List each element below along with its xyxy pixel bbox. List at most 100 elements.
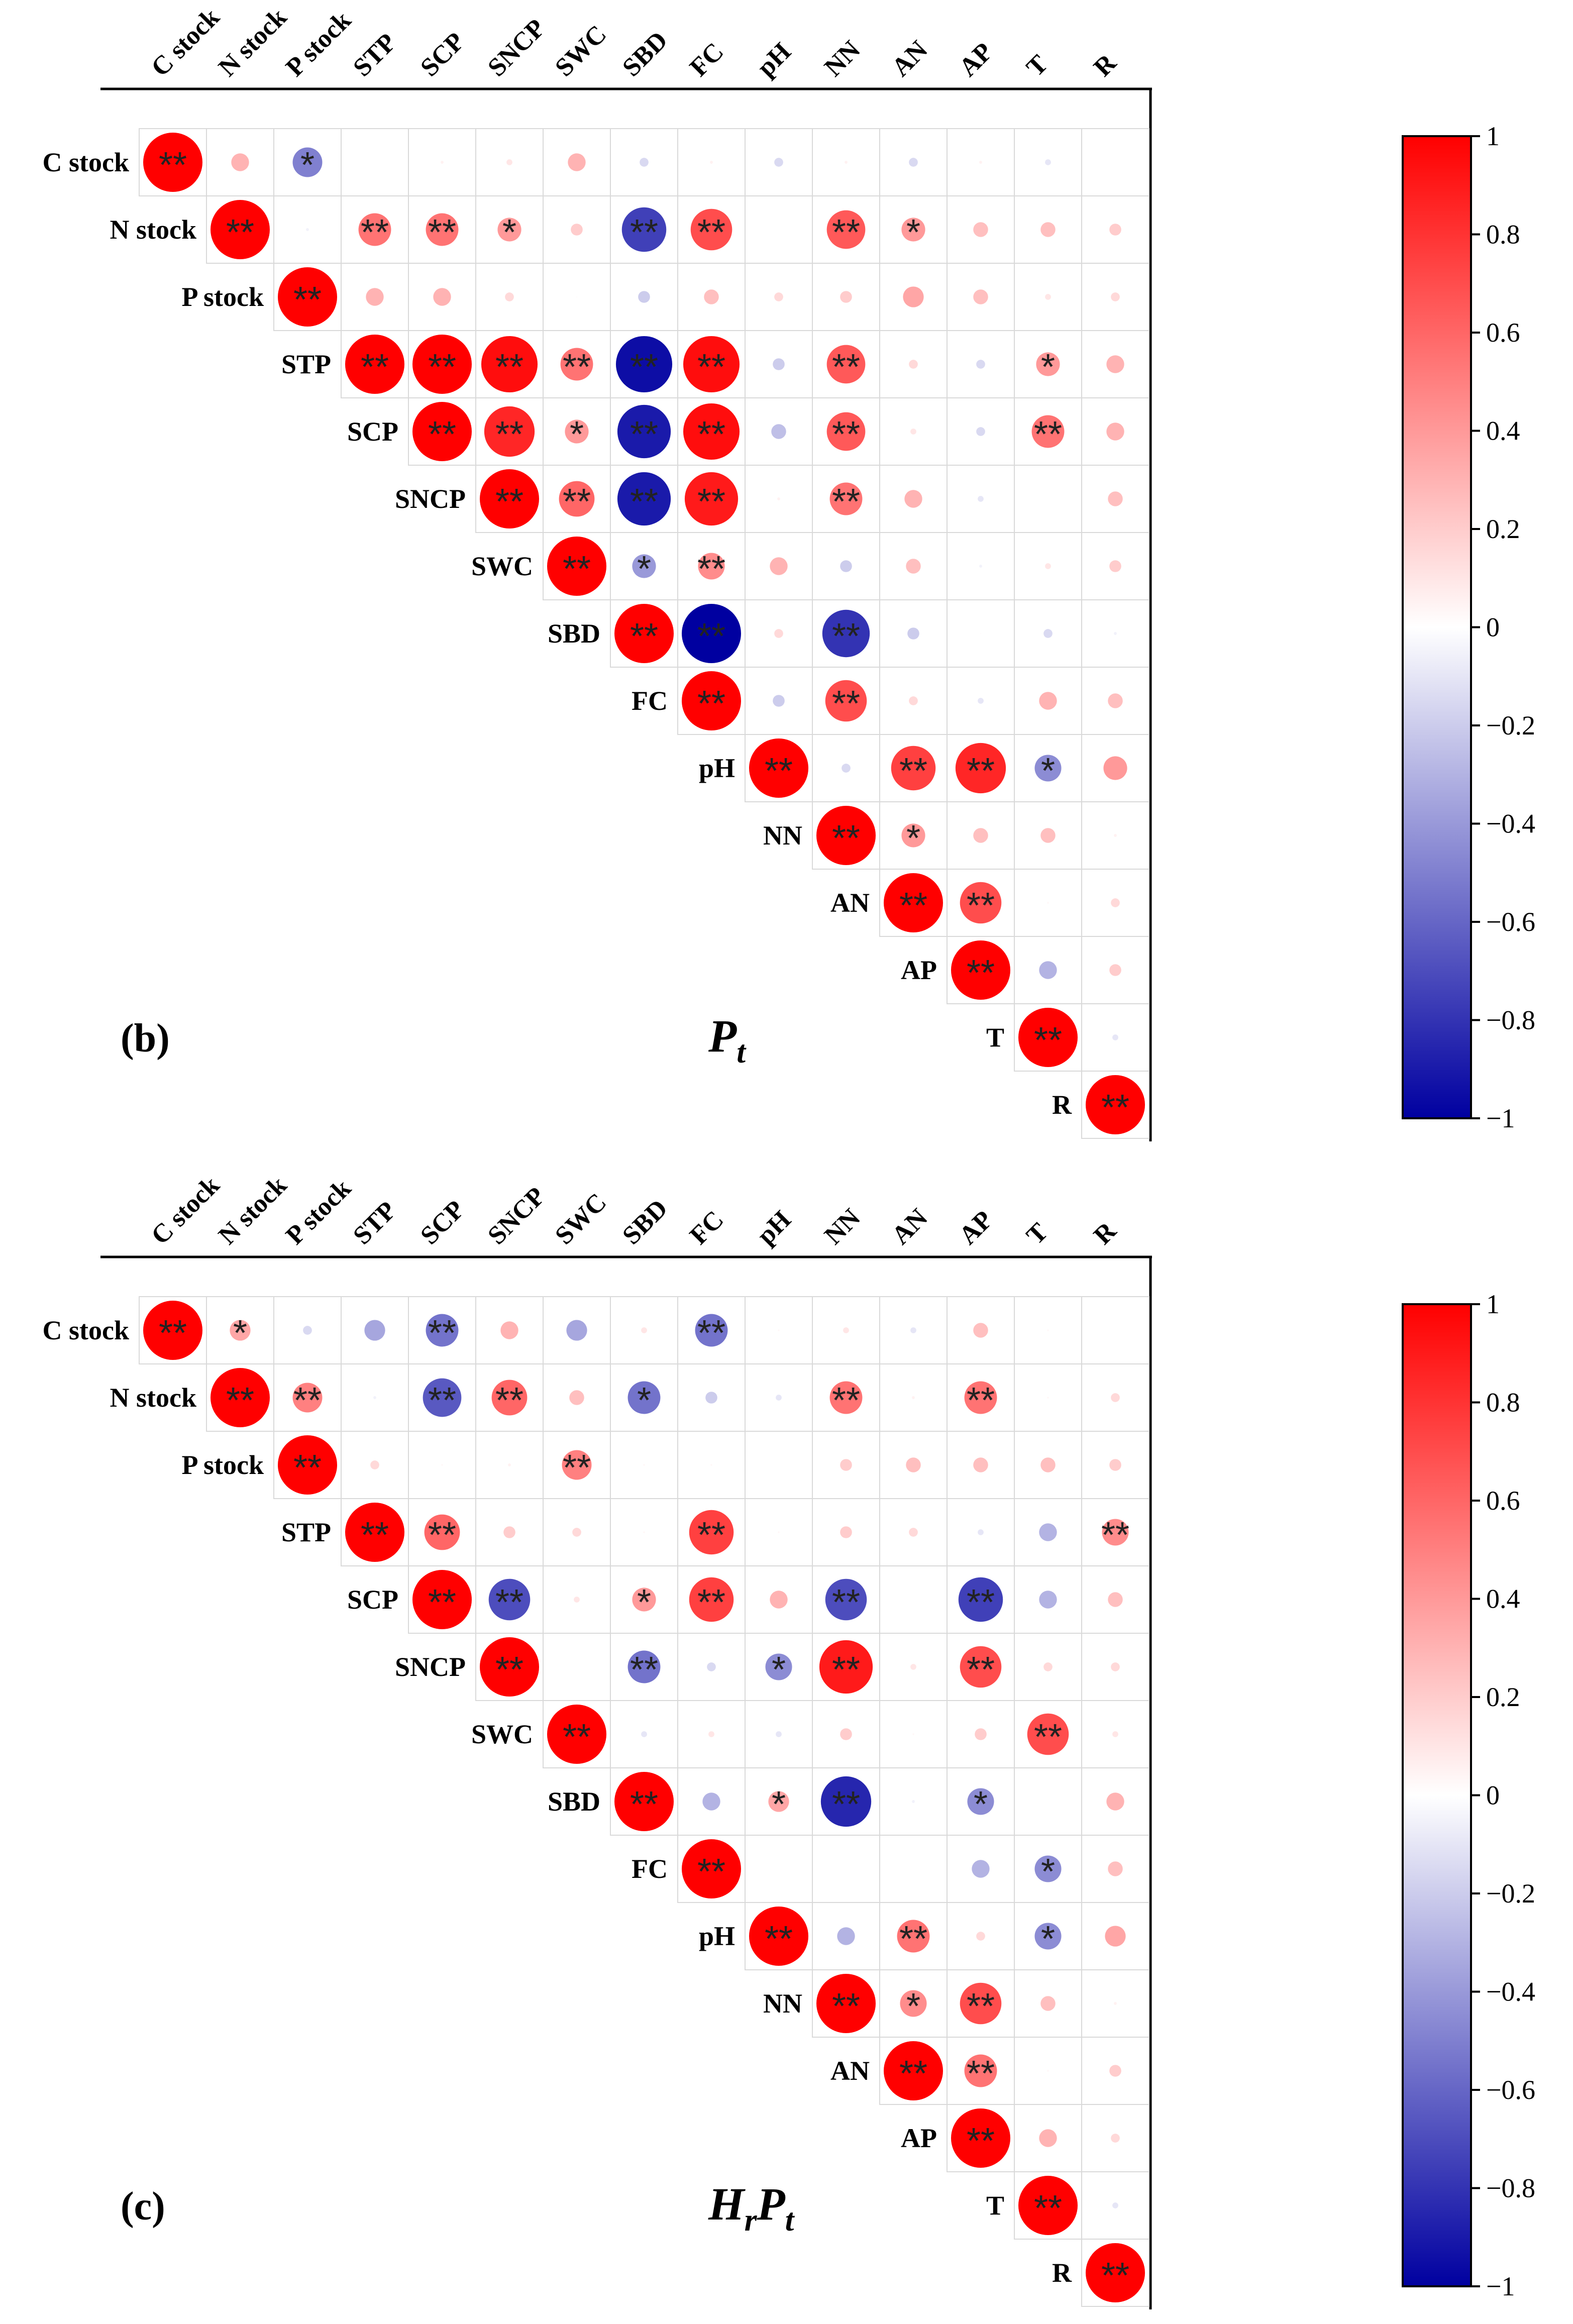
- corr-circle-sbd-r: [1106, 1792, 1124, 1811]
- corr-circle-c-stock-sncp: [500, 1321, 518, 1339]
- panel-title: Pt: [708, 1010, 747, 1070]
- corr-circle-sncp-an: [904, 490, 922, 508]
- corr-circle-nn-t: [1040, 1996, 1056, 2011]
- significance-mark: **: [832, 818, 860, 859]
- colorbar-tick-label: 0.4: [1486, 416, 1520, 446]
- corr-circle-n-stock-t: [1047, 1397, 1049, 1399]
- corr-circle-swc-an: [912, 1733, 914, 1735]
- corr-circle-scp-fc: [689, 1577, 734, 1622]
- colorbar-tick-label: −1: [1486, 2271, 1515, 2301]
- corr-circle-p-stock-p-stock: [278, 1435, 337, 1495]
- significance-mark: **: [630, 213, 658, 253]
- panel-label: (b): [121, 1016, 170, 1061]
- corr-circle-sbd-ap: [980, 632, 982, 635]
- significance-mark: **: [226, 213, 254, 253]
- row-label-scp: SCP: [347, 1584, 398, 1615]
- corr-circle-n-stock-an: [901, 218, 925, 242]
- row-label-p-stock: P stock: [181, 282, 264, 312]
- corr-circle-stp-an: [909, 1528, 918, 1537]
- row-label-nn: NN: [763, 1988, 802, 2019]
- significance-mark: **: [967, 2054, 995, 2094]
- corr-circle-swc-nn: [840, 1728, 852, 1740]
- corr-circle-p-stock-sncp: [508, 1463, 511, 1466]
- corr-circle-fc-t: [1034, 1855, 1062, 1882]
- corr-circle-n-stock-sncp: [497, 218, 521, 242]
- corr-circle-fc-r: [1108, 1861, 1123, 1876]
- column-label-an: AN: [886, 1203, 933, 1250]
- significance-mark: **: [967, 1650, 995, 1690]
- grid-cell: [1014, 465, 1082, 533]
- colorbar-tick-label: −0.8: [1486, 2173, 1535, 2203]
- corr-circle-nn-r: [1114, 2002, 1117, 2005]
- corr-circle-scp-ph: [770, 1591, 788, 1609]
- corr-circle-p-stock-t: [1040, 1457, 1056, 1472]
- significance-mark: *: [233, 1313, 247, 1353]
- significance-mark: **: [967, 1986, 995, 2027]
- corr-circle-nn-ap: [973, 828, 988, 843]
- corr-circle-ph-ph: [749, 738, 808, 798]
- corr-circle-sbd-ph: [768, 1791, 789, 1812]
- corr-circle-an-r: [1109, 2065, 1121, 2077]
- corr-circle-swc-an: [906, 559, 921, 574]
- corr-circle-n-stock-swc: [571, 224, 583, 236]
- colorbar: [1402, 135, 1472, 1119]
- colorbar-tick-label: −0.4: [1486, 1977, 1535, 2007]
- corr-circle-n-stock-scp: [426, 213, 459, 246]
- corr-circle-scp-an: [910, 429, 916, 435]
- row-label-n-stock: N stock: [110, 1383, 197, 1413]
- significance-mark: **: [1034, 1717, 1062, 1757]
- significance-mark: **: [697, 347, 725, 387]
- significance-mark: **: [293, 1381, 322, 1421]
- significance-mark: **: [159, 145, 187, 185]
- corr-circle-p-stock-t: [1045, 294, 1051, 300]
- corr-circle-sncp-t: [1043, 1662, 1053, 1671]
- grid-cell: [1081, 1296, 1149, 1364]
- significance-mark: **: [563, 482, 591, 522]
- corr-circle-ph-nn: [842, 764, 851, 773]
- column-label-p-stock: P stock: [280, 6, 357, 82]
- significance-mark: **: [563, 549, 591, 589]
- colorbar-tick-label: −0.4: [1486, 809, 1535, 839]
- corr-circle-stp-t: [1039, 1523, 1057, 1541]
- significance-mark: **: [697, 414, 725, 455]
- corr-circle-n-stock-fc: [690, 208, 732, 251]
- grid-cell: [1081, 2239, 1149, 2307]
- corr-circle-an-an: [884, 873, 943, 932]
- corr-circle-swc-r: [1109, 560, 1121, 572]
- panel-label: (c): [121, 2184, 165, 2229]
- significance-mark: **: [630, 347, 658, 387]
- significance-mark: *: [637, 1381, 651, 1421]
- significance-mark: **: [630, 1650, 658, 1690]
- corr-circle-nn-nn: [816, 1974, 876, 2033]
- corr-circle-n-stock-an: [912, 1396, 915, 1399]
- panel-title: HrPt: [708, 2178, 795, 2238]
- corr-circle-p-stock-r: [1111, 292, 1120, 301]
- column-label-p-stock: P stock: [280, 1174, 357, 1250]
- corr-circle-sncp-an: [910, 1664, 916, 1670]
- corr-circle-stp-ph: [773, 358, 785, 370]
- corr-circle-n-stock-nn: [826, 210, 866, 249]
- corr-circle-nn-ap: [960, 1982, 1002, 2025]
- row-label-an: AN: [830, 2056, 870, 2086]
- column-label-swc: SWC: [550, 1188, 612, 1250]
- corr-circle-scp-nn: [826, 412, 866, 451]
- corr-circle-c-stock-nn: [845, 161, 848, 164]
- significance-mark: **: [899, 751, 927, 791]
- significance-mark: *: [1041, 347, 1055, 387]
- corr-circle-stp-t: [1036, 352, 1060, 376]
- significance-mark: **: [563, 1448, 591, 1488]
- corr-circle-scp-swc: [574, 1597, 580, 1603]
- significance-mark: *: [300, 145, 314, 185]
- significance-mark: **: [967, 751, 995, 791]
- corr-circle-ph-t: [1034, 755, 1062, 782]
- corr-circle-c-stock-n-stock: [231, 153, 249, 171]
- corr-circle-fc-ph: [773, 695, 785, 707]
- corr-circle-fc-ap: [972, 1860, 990, 1878]
- corr-circle-scp-t: [1039, 1591, 1057, 1609]
- corr-circle-swc-sbd: [632, 554, 656, 578]
- corr-circle-p-stock-r: [1109, 1459, 1121, 1471]
- corr-circle-sbd-nn: [820, 1776, 872, 1827]
- corr-circle-scp-fc: [683, 403, 740, 460]
